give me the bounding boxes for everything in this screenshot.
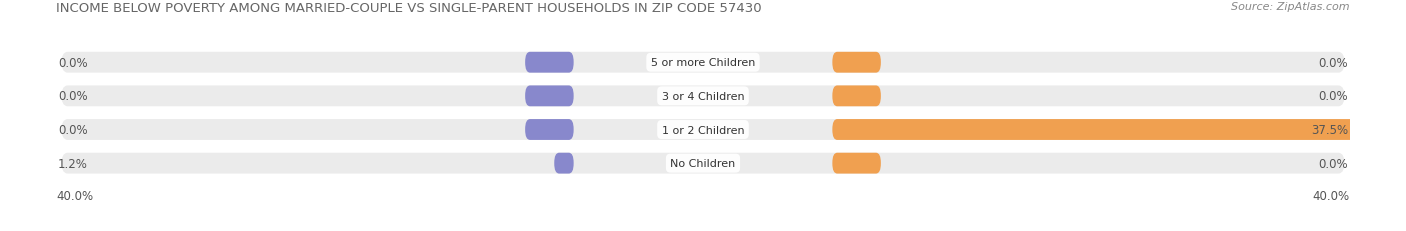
Text: 3 or 4 Children: 3 or 4 Children [662,91,744,101]
Text: 0.0%: 0.0% [58,123,87,137]
FancyBboxPatch shape [832,53,882,73]
Text: 37.5%: 37.5% [1310,123,1348,137]
FancyBboxPatch shape [526,86,574,107]
Text: INCOME BELOW POVERTY AMONG MARRIED-COUPLE VS SINGLE-PARENT HOUSEHOLDS IN ZIP COD: INCOME BELOW POVERTY AMONG MARRIED-COUPL… [56,2,762,15]
Text: 40.0%: 40.0% [1313,189,1350,202]
FancyBboxPatch shape [60,153,1346,174]
Text: 0.0%: 0.0% [58,56,87,70]
Text: 0.0%: 0.0% [1319,157,1348,170]
Text: 0.0%: 0.0% [58,90,87,103]
Text: Source: ZipAtlas.com: Source: ZipAtlas.com [1232,2,1350,12]
FancyBboxPatch shape [526,53,574,73]
FancyBboxPatch shape [832,120,1406,140]
Legend: Married Couples, Single Parents: Married Couples, Single Parents [576,226,830,231]
Text: 40.0%: 40.0% [56,189,93,202]
FancyBboxPatch shape [832,153,882,174]
Text: 0.0%: 0.0% [1319,56,1348,70]
FancyBboxPatch shape [60,86,1346,107]
Text: 5 or more Children: 5 or more Children [651,58,755,68]
Text: No Children: No Children [671,158,735,168]
Text: 1.2%: 1.2% [58,157,87,170]
FancyBboxPatch shape [526,120,574,140]
Text: 0.0%: 0.0% [1319,90,1348,103]
FancyBboxPatch shape [60,120,1346,140]
FancyBboxPatch shape [832,86,882,107]
FancyBboxPatch shape [60,53,1346,73]
Text: 1 or 2 Children: 1 or 2 Children [662,125,744,135]
FancyBboxPatch shape [554,153,574,174]
